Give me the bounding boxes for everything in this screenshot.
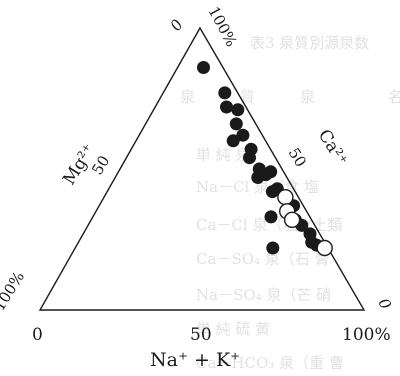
bottom-zero-label: 0 <box>32 325 43 345</box>
ghost-col2: 泉 <box>180 88 195 106</box>
bottom-axis-label: Na⁺ + K⁺ <box>150 349 240 371</box>
filled-point-18 <box>266 241 280 255</box>
ghost-col4: 泉 <box>300 88 315 106</box>
right-edge-axis-label: Ca²⁺ <box>314 126 352 170</box>
ghost-row-6: 単 純 硫 黄 <box>196 320 270 338</box>
filled-point-13 <box>264 165 278 179</box>
open-point-1 <box>277 188 294 206</box>
filled-point-2 <box>218 86 232 100</box>
apex-top-hundred: 100% <box>204 3 240 49</box>
triangle-outline <box>38 26 366 311</box>
filled-point-4 <box>231 103 245 117</box>
data-markers <box>197 61 333 257</box>
bottom-fifty-label: 50 <box>190 325 212 345</box>
filled-point-6 <box>226 134 240 148</box>
ghost-row-1: 単 純 泉 <box>196 146 251 164</box>
open-point-3 <box>283 211 301 229</box>
apex-left-hundred: 100% <box>0 268 28 314</box>
right-edge-50-label: 50 <box>285 145 310 171</box>
filled-point-9 <box>243 151 256 165</box>
filled-point-5 <box>229 117 243 131</box>
apex-right-zero: 0 <box>374 295 395 312</box>
filled-point-16 <box>264 210 278 224</box>
ghost-row-4: Ca－SO₄ 泉（石 膏 <box>196 250 330 268</box>
ghost-row-7: Ca－HCO₃ 泉（重 曹 <box>196 354 344 372</box>
open-point-4 <box>316 239 333 257</box>
ghost-heading: 表3 泉質別源泉数 <box>250 34 369 52</box>
filled-point-1 <box>197 61 210 74</box>
ghost-row-5: Na－SO₄ 泉（芒 硝 <box>196 286 331 304</box>
apex-top-zero: 0 <box>167 16 187 35</box>
filled-point-3 <box>220 100 233 114</box>
ghost-col3: 質 <box>240 88 255 106</box>
filled-point-7 <box>236 128 250 142</box>
bottom-hundred-label: 100% <box>342 325 391 345</box>
ghost-col1: 名 <box>388 88 400 106</box>
